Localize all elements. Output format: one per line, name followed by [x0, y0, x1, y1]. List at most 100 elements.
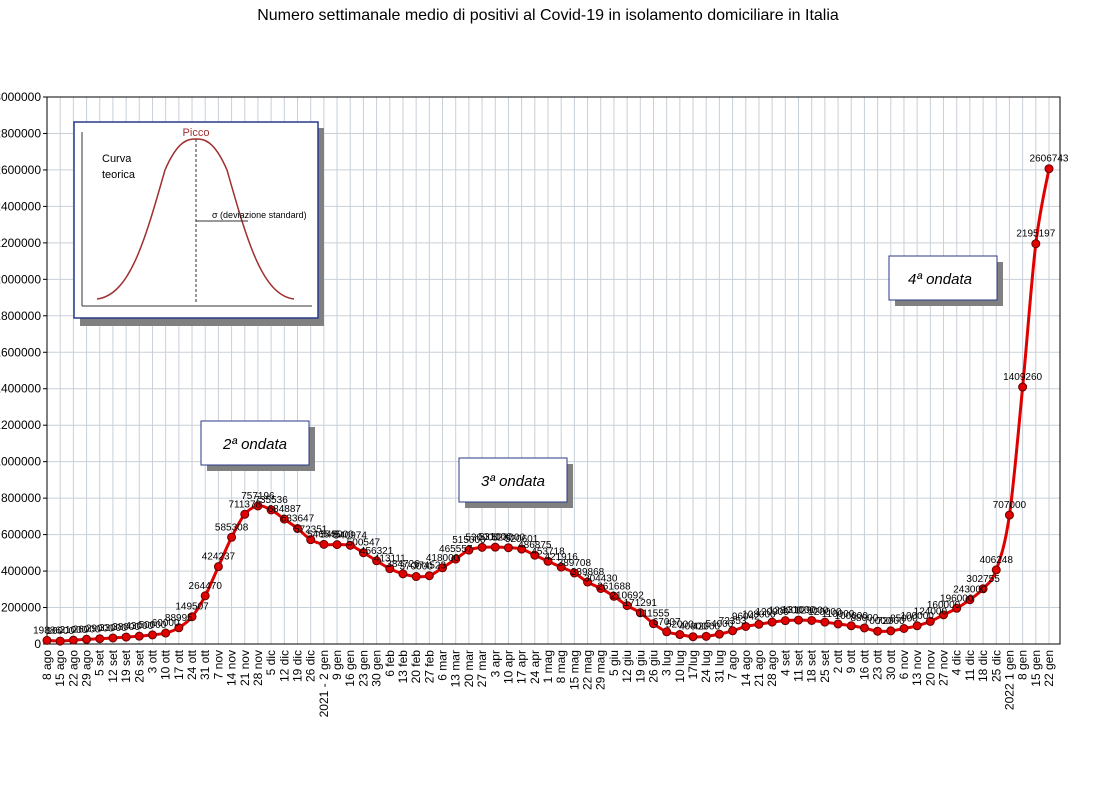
data-point — [358, 548, 368, 558]
x-tick-label: 13 feb — [396, 650, 410, 684]
x-tick-label: 17lug — [686, 650, 700, 679]
y-tick-label: 0 — [34, 637, 41, 651]
data-point — [82, 634, 92, 644]
x-tick-label: 3 ott — [145, 649, 159, 673]
x-tick-label: 20 mar — [462, 650, 476, 687]
data-point — [609, 591, 619, 601]
data-label: 572351 — [294, 525, 328, 536]
data-label: 374523 — [413, 561, 447, 572]
data-point — [873, 626, 883, 636]
data-point — [174, 623, 184, 633]
data-label: 43000 — [125, 621, 153, 632]
x-tick-label: 27 mar — [475, 650, 489, 687]
data-point — [859, 623, 869, 633]
y-tick-label: 1000000 — [0, 455, 41, 469]
x-tick-label: 5 dic — [264, 650, 278, 675]
data-point — [622, 601, 632, 611]
data-point — [438, 563, 448, 573]
x-tick-label: 24 lug — [699, 650, 713, 683]
data-label: 60000 — [152, 618, 180, 629]
data-point — [1044, 164, 1054, 174]
data-label: 42000 — [692, 621, 720, 632]
data-label: 500547 — [347, 538, 381, 549]
data-point — [451, 554, 461, 564]
data-point — [1031, 239, 1041, 249]
x-tick-label: 25 set — [818, 649, 832, 682]
x-tick-label: 22 ago — [66, 650, 80, 687]
y-tick-label: 2600000 — [0, 163, 41, 177]
data-point — [227, 532, 237, 542]
data-label: 88000 — [851, 613, 879, 624]
data-label: 384726 — [386, 559, 420, 570]
x-tick-label: 14 ago — [739, 650, 753, 687]
data-point — [42, 635, 52, 645]
data-point — [807, 615, 817, 625]
data-point — [503, 543, 513, 553]
data-label: 711378 — [228, 499, 261, 510]
x-tick-label: 12 dic — [277, 650, 291, 682]
x-tick-label: 3 lug — [660, 650, 674, 676]
data-point — [978, 584, 988, 594]
data-label: 16000 — [46, 626, 74, 637]
data-point — [490, 542, 500, 552]
data-label: 546545 — [307, 529, 341, 540]
data-point — [899, 624, 909, 634]
x-tick-label: 10 ott — [159, 649, 173, 680]
data-label: 515000 — [452, 535, 486, 546]
data-point — [543, 556, 553, 566]
data-label: 38000 — [112, 622, 140, 633]
data-point — [68, 635, 78, 645]
data-label: 2606743 — [1030, 154, 1069, 165]
y-tick-label: 1800000 — [0, 309, 41, 323]
data-point — [306, 535, 316, 545]
data-label: 160000 — [927, 600, 961, 611]
x-tick-label: 16 gen — [343, 650, 357, 687]
x-tick-label: 12 set — [106, 649, 120, 682]
x-tick-label: 25 dic — [989, 650, 1003, 682]
data-point — [754, 619, 764, 629]
data-label: 453718 — [531, 546, 565, 557]
data-point — [583, 577, 593, 587]
x-tick-label: 18 dic — [976, 650, 990, 682]
x-tick-label: 20 feb — [409, 650, 423, 684]
x-tick-label: 5 giu — [607, 650, 621, 676]
data-point — [253, 501, 263, 511]
data-label: 70000 — [864, 616, 892, 627]
data-label: 531000 — [479, 532, 513, 543]
data-label: 735536 — [254, 495, 288, 506]
data-label: 72000 — [877, 616, 905, 627]
x-tick-label: 15 mag — [567, 650, 581, 690]
x-tick-label: 19 dic — [291, 650, 305, 682]
data-label: 707000 — [993, 500, 1027, 511]
x-tick-label: 6 feb — [383, 650, 397, 677]
data-point — [728, 626, 738, 636]
x-tick-label: 11 set — [792, 649, 806, 681]
annotation-box: 4ª ondata — [888, 255, 1003, 306]
x-tick-label: 14 nov — [225, 650, 239, 686]
data-label: 585308 — [215, 522, 249, 533]
x-tick-label: 24 ott — [185, 649, 199, 680]
x-tick-label: 26 set — [132, 649, 146, 682]
x-tick-label: 4 dic — [950, 650, 964, 675]
data-point — [1018, 382, 1028, 392]
data-point — [939, 610, 949, 620]
data-label: 304430 — [584, 573, 618, 584]
data-point — [279, 514, 289, 524]
inset: Picco Curva teorica σ (deviazione standa… — [73, 121, 324, 326]
x-tick-label: 6 nov — [897, 650, 911, 679]
y-tick-label: 200000 — [1, 601, 41, 615]
data-label: 413111 — [374, 554, 406, 565]
data-label: 261688 — [597, 581, 631, 592]
data-point — [293, 523, 302, 533]
data-point — [266, 505, 276, 515]
x-tick-label: 5 set — [93, 649, 107, 676]
data-point — [846, 621, 856, 631]
x-tick-label: 26 giu — [646, 650, 660, 683]
data-label: 302755 — [966, 574, 1000, 585]
data-point — [319, 539, 329, 549]
data-point — [635, 608, 645, 618]
y-tick-label: 1600000 — [0, 345, 41, 359]
x-tick-label: 10 apr — [501, 650, 515, 684]
data-label: 684887 — [268, 504, 302, 515]
data-label: 129000 — [795, 605, 829, 616]
